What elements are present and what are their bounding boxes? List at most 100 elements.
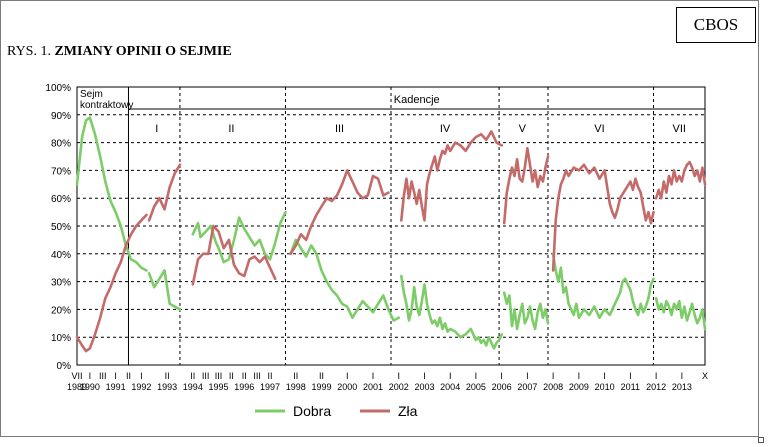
series-line-dobra <box>654 297 707 331</box>
legend-label: Zła <box>398 403 418 419</box>
x-tick-label-row1: I <box>681 371 684 381</box>
x-tick-label-row1: II <box>293 371 298 381</box>
title-prefix: RYS. 1. <box>7 44 51 59</box>
chart-frame <box>0 0 759 437</box>
x-tick-label-year: 1991 <box>106 382 126 392</box>
x-tick-label-year: 1995 <box>209 382 229 392</box>
x-tick-label-year: 2005 <box>466 382 486 392</box>
period-label: VI <box>594 123 604 135</box>
x-tick-label-year: 2012 <box>646 382 666 392</box>
period-label: I <box>155 123 158 135</box>
series-line-zla <box>400 130 503 222</box>
period-label: II <box>228 123 234 135</box>
y-tick-label: 80% <box>51 139 71 150</box>
x-tick-label-year: 1997 <box>260 382 280 392</box>
series-line-zla <box>289 169 390 256</box>
series-line-dobra <box>502 291 550 331</box>
x-tick-label-row1: II <box>268 371 273 381</box>
x-tick-label-row1: II <box>229 371 234 381</box>
x-tick-label-row1: II <box>165 371 170 381</box>
legend-label: Dobra <box>293 403 331 419</box>
x-tick-label-year: 1998 <box>286 382 306 392</box>
sejm-kontraktowy-label-line2: kontraktowy <box>80 100 133 111</box>
series-line-dobra <box>147 269 182 311</box>
y-tick-label: 10% <box>51 333 71 344</box>
x-tick-label-row1: II <box>126 371 131 381</box>
x-tick-label-row1: I <box>372 371 375 381</box>
y-tick-label: 0% <box>57 361 72 372</box>
x-tick-label-year: 1996 <box>234 382 254 392</box>
x-tick-label-row1: I <box>552 371 555 381</box>
x-tick-label-row1: I <box>397 371 400 381</box>
x-tick-label-row1: III <box>253 371 261 381</box>
x-tick-label-year: 2013 <box>672 382 692 392</box>
x-tick-label-row1: I <box>526 371 529 381</box>
x-tick-label-year: 1999 <box>311 382 331 392</box>
period-label: III <box>335 123 344 135</box>
x-tick-label-row1: II <box>190 371 195 381</box>
x-tick-label-row1: III <box>202 371 210 381</box>
x-tick-label-row1: I <box>423 371 426 381</box>
series-line-dobra <box>289 238 400 322</box>
x-tick-label-row1: I <box>629 371 632 381</box>
x-tick-label-year: 2002 <box>389 382 409 392</box>
x-tick-label-year: 1990 <box>80 382 100 392</box>
x-tick-label-row1: I <box>89 371 92 381</box>
y-tick-label: 50% <box>51 222 71 233</box>
y-tick-label: 70% <box>51 166 71 177</box>
x-tick-label-row1: I <box>500 371 503 381</box>
x-tick-label-year: 1993 <box>157 382 177 392</box>
x-tick-label-row1: I <box>449 371 452 381</box>
x-tick-label-row1: III <box>99 371 107 381</box>
period-label: IV <box>440 123 451 135</box>
x-tick-label-year: 1992 <box>131 382 151 392</box>
series-line-dobra <box>75 116 148 272</box>
series-line-zla <box>654 160 707 200</box>
sejm-kontraktowy-label-line1: Sejm <box>80 89 103 100</box>
chart-title: RYS. 1. ZMIANY OPINII O SEJMIE <box>7 44 232 60</box>
series-line-zla <box>551 163 655 272</box>
series-line-dobra <box>400 274 503 350</box>
y-tick-label: 100% <box>45 83 71 94</box>
x-tick-label-year: 1994 <box>183 382 203 392</box>
resize-corner <box>758 437 764 443</box>
period-label: V <box>519 123 527 135</box>
series-line-zla <box>502 146 550 225</box>
x-tick-label-row1: II <box>242 371 247 381</box>
period-label: VII <box>673 123 686 135</box>
series-line-dobra <box>191 210 287 264</box>
kadencje-label: Kadencje <box>394 94 440 106</box>
x-tick-label-row1: I <box>114 371 117 381</box>
x-tick-label-year: 2000 <box>337 382 357 392</box>
x-tick-label-row1: I <box>475 371 478 381</box>
x-tick-label-row1: I <box>346 371 349 381</box>
x-tick-label-row1: III <box>215 371 223 381</box>
series-line-zla <box>75 213 148 353</box>
x-tick-label-row1: I <box>603 371 606 381</box>
x-tick-label-row1: II <box>319 371 324 381</box>
cbos-logo: CBOS <box>676 7 756 43</box>
x-tick-label-year: 2009 <box>569 382 589 392</box>
y-tick-label: 40% <box>51 250 71 261</box>
x-tick-label-year: 2003 <box>414 382 434 392</box>
x-tick-label-year: 2011 <box>621 382 640 392</box>
x-tick-label-year: 2004 <box>440 382 460 392</box>
title-main: ZMIANY OPINII O SEJMIE <box>54 44 232 59</box>
x-tick-label-row1: I <box>655 371 658 381</box>
x-tick-label-year: 2008 <box>543 382 563 392</box>
x-tick-label-year: 2007 <box>517 382 537 392</box>
y-tick-label: 60% <box>51 194 71 205</box>
series-line-zla <box>147 163 182 222</box>
x-tick-label-year: 2010 <box>595 382 615 392</box>
y-tick-label: 20% <box>51 305 71 316</box>
x-tick-label-year: 2001 <box>363 382 383 392</box>
x-tick-label-row1: X <box>702 371 708 381</box>
x-tick-label-row1: I <box>578 371 581 381</box>
series-line-zla <box>191 224 277 286</box>
x-tick-label-year: 1989 <box>67 382 87 392</box>
x-tick-label-row1: I <box>140 371 143 381</box>
x-tick-label-row1: VII <box>71 371 82 381</box>
series-line-dobra <box>551 252 655 319</box>
x-tick-label-year: 2006 <box>492 382 512 392</box>
